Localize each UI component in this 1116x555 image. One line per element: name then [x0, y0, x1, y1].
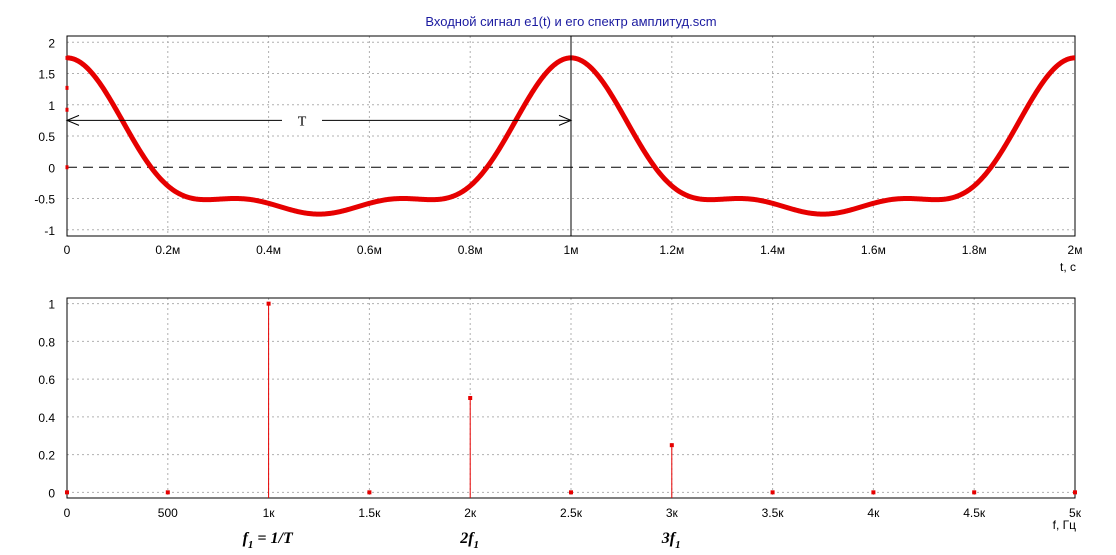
harmonic-label: 3f1	[661, 530, 681, 551]
x-tick-label: 2м	[1068, 243, 1083, 257]
start-marker	[65, 107, 69, 112]
y-tick-label: 1.5	[38, 68, 55, 82]
x-tick-label: 2.5к	[560, 506, 583, 520]
y-tick-label: 0.2	[38, 449, 55, 463]
x-tick-label: 0.8м	[458, 243, 483, 257]
period-arrow-head-left	[65, 114, 80, 126]
harmonic-subscript: 1	[675, 539, 681, 551]
harmonic-main: 2f	[459, 530, 475, 547]
x-tick-label: 4к	[867, 506, 880, 520]
x-tick-label: 3к	[666, 506, 679, 520]
spectrum-plot: 0 500 1к 1.5к 2к 2.5к 3к 3.5к 4к 4.5к 5к 1 0.8 0.6 0.4…	[38, 297, 1082, 551]
x-tick-label: 0.4м	[256, 243, 281, 257]
spectrum-marker	[770, 490, 775, 495]
harmonic-subscript: 1	[474, 539, 480, 551]
harmonic-label: 2f1	[459, 530, 479, 551]
y-tick-label: 0.8	[38, 335, 55, 349]
start-marker	[65, 165, 69, 170]
harmonic-rest: = 1/T	[253, 530, 294, 547]
spectrum-marker	[468, 396, 473, 400]
x-tick-label: 0	[64, 506, 71, 520]
period-label-bg	[282, 110, 322, 131]
spectrum-marker	[266, 301, 271, 306]
harmonic-label: f1 = 1/T	[243, 530, 294, 551]
start-marker	[65, 85, 69, 90]
chart-title: Входной сигнал e1(t) и его спектр амплит…	[425, 14, 716, 29]
harmonic-main: f	[243, 530, 250, 547]
x-tick-label: 0	[64, 243, 71, 257]
y-tick-label: -1	[44, 224, 55, 238]
spectrum-marker	[569, 490, 573, 495]
spectrum-marker	[669, 443, 674, 448]
harmonic-subscript: 1	[248, 539, 254, 551]
y-tick-label: 0.5	[38, 130, 55, 144]
x-tick-label: 5к	[1069, 506, 1082, 520]
harmonic-main: 3f	[661, 530, 677, 547]
start-marker	[65, 55, 69, 60]
x-tick-label: 1.4м	[760, 243, 785, 257]
time-domain-plot: 0 0.2м 0.4м 0.6м 0.8м 1м 1.2м 1.4м 1.6м 1.8м 2м 2 1.…	[34, 35, 1083, 274]
x-tick-label: 1м	[564, 243, 579, 257]
y-tick-label: 0.6	[38, 373, 55, 387]
x-tick-label: 1к	[263, 506, 276, 520]
x-tick-label: 0.6м	[357, 243, 382, 257]
x-tick-label: 500	[158, 506, 178, 520]
x-tick-label: 2к	[464, 506, 477, 520]
x-tick-label: 3.5к	[762, 506, 785, 520]
spectrum-marker	[367, 490, 372, 495]
y-tick-label: -0.5	[34, 193, 55, 207]
y-tick-label: 0	[48, 486, 55, 500]
period-arrow-head-right	[558, 114, 573, 126]
x-tick-label: 1.2м	[659, 243, 684, 257]
y-tick-label: 1	[48, 298, 55, 312]
spectrum-marker	[65, 490, 69, 495]
plot-frame	[66, 297, 1076, 499]
x-axis-label: f, Гц	[1053, 518, 1077, 532]
x-axis-label: t, c	[1060, 260, 1076, 274]
x-tick-label: 1.8м	[962, 243, 987, 257]
y-tick-label: 0	[48, 161, 55, 175]
y-tick-label: 2	[48, 36, 55, 50]
x-tick-label: 1.6м	[861, 243, 886, 257]
x-tick-label: 4.5к	[963, 506, 986, 520]
y-tick-label: 1	[48, 99, 55, 113]
spectrum-marker	[1073, 490, 1077, 495]
spectrum-marker	[972, 490, 977, 495]
x-tick-label: 1.5к	[358, 506, 381, 520]
x-tick-label: 0.2м	[155, 243, 180, 257]
period-label: T	[298, 114, 307, 129]
spectrum-marker	[165, 490, 170, 495]
spectrum-marker	[871, 490, 876, 495]
y-tick-label: 0.4	[38, 411, 55, 425]
